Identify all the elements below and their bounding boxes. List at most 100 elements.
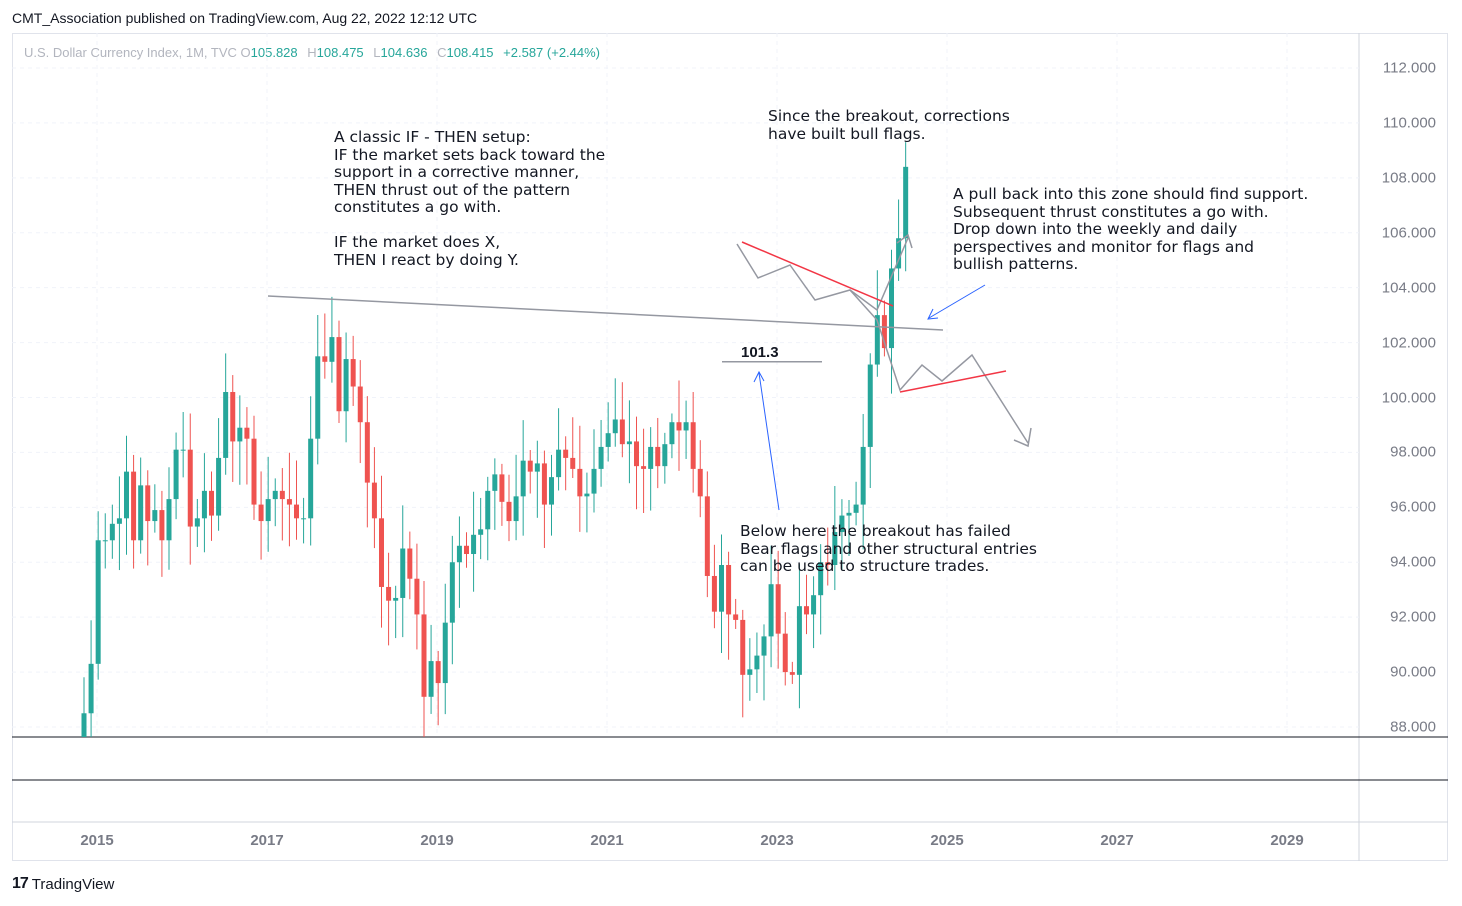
- candle-body: [173, 449, 179, 500]
- candle-body: [286, 499, 292, 505]
- bearish-arrowhead: [1013, 427, 1032, 448]
- candle-body: [357, 386, 363, 423]
- low-label: L: [373, 45, 381, 60]
- candle-body: [874, 315, 880, 365]
- candle-body: [846, 512, 852, 516]
- chart-drawings: [267, 233, 1032, 511]
- candle-body: [95, 540, 101, 664]
- candle-body: [570, 457, 576, 469]
- candle-body: [591, 468, 597, 494]
- candle-body: [478, 529, 484, 535]
- high-label: H: [307, 45, 317, 60]
- candle-body: [180, 449, 186, 451]
- candle-body: [272, 490, 278, 500]
- candle-body: [768, 584, 774, 637]
- price-tick-label: 112.000: [1382, 59, 1436, 77]
- candle-body: [690, 422, 696, 469]
- symbol-legend: U.S. Dollar Currency Index, 1M, TVC O105…: [24, 45, 606, 60]
- bull-flag-line: [741, 241, 894, 307]
- candle-body: [322, 356, 328, 362]
- candle-body: [258, 504, 264, 522]
- candle-body: [428, 661, 434, 697]
- candle-body: [138, 485, 144, 541]
- open-value: 105.828: [250, 45, 298, 60]
- candle-body: [187, 449, 193, 527]
- price-tick-label: 100.000: [1381, 389, 1436, 406]
- time-tick-label: 2017: [250, 832, 284, 849]
- symbol-name: U.S. Dollar Currency Index, 1M, TVC: [24, 45, 237, 60]
- candle-body: [598, 446, 604, 469]
- candle-body: [683, 422, 689, 431]
- candle-body: [166, 499, 172, 541]
- candle-series: [81, 142, 909, 737]
- candle-body: [754, 655, 760, 670]
- candle-body: [216, 457, 222, 516]
- candle-body: [343, 359, 349, 412]
- chart-frame[interactable]: [12, 33, 1448, 861]
- candle-body: [237, 427, 243, 442]
- price-tick-label: 88.000: [1390, 718, 1436, 736]
- close-label: C: [437, 45, 447, 60]
- candle-body: [655, 446, 661, 467]
- price-tick-label: 94.000: [1390, 553, 1436, 571]
- candle-body: [860, 446, 866, 505]
- candle-body: [648, 446, 654, 469]
- price-tick-label: 98.000: [1390, 443, 1436, 461]
- time-tick-label: 2021: [590, 832, 624, 849]
- candle-body: [109, 523, 115, 541]
- publisher-header: CMT_Association published on TradingView…: [12, 10, 478, 26]
- candle-body: [435, 661, 441, 684]
- time-tick-label: 2025: [930, 832, 964, 849]
- candle-body: [634, 441, 639, 467]
- candle-body: [697, 468, 703, 497]
- bull-flags-annotation: Since the breakout, corrections have bui…: [768, 107, 1010, 143]
- time-tick-label: 2023: [760, 832, 794, 849]
- candle-body: [308, 438, 314, 519]
- failure-arrow: [758, 372, 780, 511]
- candle-body: [619, 419, 625, 445]
- candle-body: [159, 510, 165, 541]
- candle-body: [492, 474, 498, 491]
- close-value: 108.415: [446, 45, 494, 60]
- candle-body: [279, 490, 285, 500]
- candle-body: [379, 518, 384, 587]
- candle-body: [903, 166, 909, 239]
- candle-body: [556, 449, 562, 478]
- candle-body: [336, 337, 342, 412]
- candle-body: [230, 392, 236, 442]
- tradingview-logo[interactable]: 17 TradingView: [12, 875, 114, 893]
- open-label: O: [240, 45, 251, 60]
- grid-lines: [12, 33, 1448, 861]
- candle-body: [315, 356, 321, 439]
- candle-body: [407, 548, 413, 579]
- bearish-path: [849, 289, 1029, 444]
- candle-body: [662, 444, 668, 467]
- candle-body: [400, 548, 406, 598]
- candle-body: [471, 534, 477, 555]
- candle-body: [364, 422, 370, 483]
- candle-body: [761, 636, 767, 656]
- candle-body: [81, 713, 87, 737]
- candle-body: [811, 595, 817, 615]
- pullback-arrow: [928, 284, 986, 319]
- pullback-annotation: A pull back into this zone should find s…: [953, 185, 1309, 273]
- price-tick-label: 92.000: [1390, 608, 1436, 626]
- candle-body: [711, 575, 717, 612]
- candle-body: [563, 449, 569, 458]
- candle-body: [527, 460, 533, 472]
- candle-body: [251, 438, 257, 505]
- candle-body: [889, 268, 894, 349]
- time-tick-label: 2015: [80, 832, 114, 849]
- failure-annotation: Below here the breakout has failed Bear …: [740, 522, 1037, 575]
- candle-body: [733, 614, 739, 620]
- candle-body: [102, 540, 108, 542]
- candle-body: [513, 496, 519, 522]
- candle-body: [244, 427, 250, 439]
- candle-body: [612, 419, 618, 434]
- candle-body: [223, 392, 229, 458]
- price-tick-label: 104.000: [1381, 279, 1436, 297]
- candle-body: [456, 545, 462, 563]
- candle-body: [747, 669, 753, 675]
- candle-body: [641, 466, 647, 469]
